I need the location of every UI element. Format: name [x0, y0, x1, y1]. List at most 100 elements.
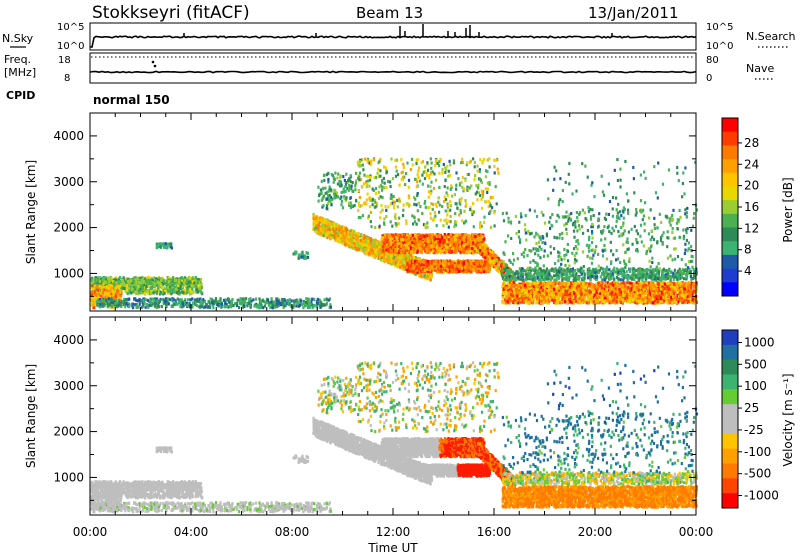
power-cell	[324, 234, 327, 238]
power-cell	[337, 236, 340, 240]
power-cell	[138, 291, 141, 295]
power-cell	[171, 290, 174, 294]
power-cell	[274, 305, 277, 309]
power-cell	[123, 297, 126, 301]
power-cell	[259, 299, 262, 303]
nave-right-tick-bottom: 0	[706, 73, 712, 84]
noise-right-tick-top: 10^5	[706, 22, 733, 33]
power-cell	[377, 256, 380, 260]
power-cell	[108, 295, 111, 299]
power-cell	[287, 299, 290, 303]
power-cell	[350, 237, 353, 241]
power-cell	[188, 280, 191, 284]
power-cell	[270, 297, 273, 301]
power-cell	[390, 250, 393, 254]
power-cell	[97, 276, 100, 280]
power-cell	[282, 304, 286, 308]
power-cell	[138, 278, 141, 282]
power-cell	[208, 301, 211, 305]
power-cell	[199, 288, 202, 292]
power-cell	[275, 298, 278, 302]
power-cell	[177, 290, 180, 294]
power-cell	[133, 284, 136, 288]
power-cell	[150, 300, 153, 304]
power-cell	[90, 303, 93, 307]
power-cell	[199, 278, 203, 282]
power-cell	[287, 302, 290, 306]
power-cell	[95, 300, 99, 304]
power-cell	[171, 298, 174, 302]
power-cell	[290, 299, 293, 303]
power-cell	[302, 302, 305, 306]
power-cell	[318, 232, 321, 236]
power-cell	[92, 286, 95, 290]
power-cell	[388, 258, 391, 262]
power-cell	[167, 302, 170, 306]
power-cell	[94, 283, 97, 287]
power-cell	[187, 283, 190, 287]
beam-label: Beam 13	[356, 4, 423, 22]
power-cell	[411, 244, 414, 248]
power-cell	[335, 227, 338, 231]
power-cell	[259, 305, 263, 309]
power-cell	[318, 220, 321, 224]
power-cell	[200, 291, 203, 295]
power-cell	[298, 298, 301, 302]
power-cell	[132, 289, 135, 293]
power-cell	[461, 250, 464, 254]
power-cell	[170, 278, 173, 282]
power-cell	[337, 225, 341, 229]
power-cell	[104, 291, 107, 295]
power-cell	[165, 302, 168, 306]
power-cell	[167, 283, 171, 287]
power-cell	[131, 279, 134, 283]
power-cell	[180, 276, 183, 280]
power-cell	[182, 276, 185, 280]
power-cell	[373, 249, 376, 253]
power-cell	[94, 281, 97, 285]
power-cell	[370, 248, 373, 252]
power-cell	[114, 278, 118, 282]
power-cell	[333, 233, 336, 237]
power-cell	[138, 297, 141, 301]
power-cell	[190, 280, 193, 284]
power-cell	[322, 303, 325, 307]
power-cell	[173, 278, 176, 282]
power-cell	[99, 280, 102, 284]
power-cell	[174, 282, 177, 286]
power-cell	[105, 299, 108, 303]
power-cell	[155, 246, 158, 250]
power-cell	[306, 255, 310, 259]
power-cell	[128, 297, 131, 301]
power-cell	[343, 242, 347, 246]
noise-right-tick-bottom: 10^0	[706, 41, 733, 52]
power-cell	[248, 303, 252, 307]
power-cell	[133, 281, 136, 285]
power-cell	[156, 299, 159, 303]
power-cell	[302, 300, 305, 304]
power-cell	[111, 289, 114, 293]
power-cell	[111, 301, 114, 305]
power-cell	[191, 304, 194, 308]
power-cell	[197, 305, 200, 309]
power-cell	[127, 281, 130, 285]
power-cell	[215, 303, 218, 307]
power-cell	[92, 279, 95, 283]
power-cell	[229, 303, 232, 307]
power-cell	[344, 235, 347, 239]
power-cell	[212, 299, 215, 303]
power-cell	[284, 299, 287, 303]
power-cell	[111, 299, 114, 303]
power-cell	[127, 286, 131, 290]
radar-title: Stokkseyri (fitACF)	[92, 3, 250, 23]
power-cell	[118, 293, 121, 297]
power-cell	[148, 303, 151, 307]
nave-right-tick-top: 80	[706, 55, 719, 66]
power-cell	[209, 305, 212, 309]
power-cell	[165, 288, 168, 292]
power-cell	[149, 279, 152, 283]
power-cell	[372, 254, 375, 258]
power-cell	[327, 231, 331, 235]
power-cell	[110, 276, 113, 280]
power-cell	[93, 296, 96, 300]
